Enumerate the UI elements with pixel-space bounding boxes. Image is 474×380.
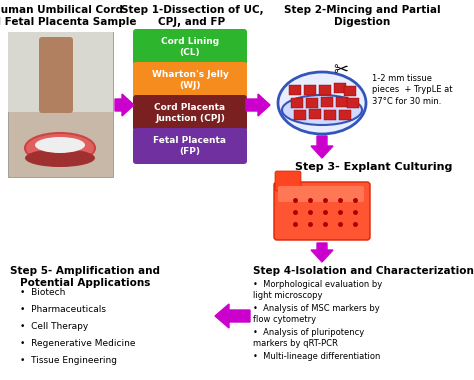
Text: •  Pharmaceuticals: • Pharmaceuticals xyxy=(20,305,106,314)
Polygon shape xyxy=(115,94,134,116)
FancyBboxPatch shape xyxy=(291,98,303,108)
Text: Step 3- Explant Culturing: Step 3- Explant Culturing xyxy=(295,162,452,172)
Text: •  Multi-lineage differentiation: • Multi-lineage differentiation xyxy=(253,352,380,361)
Ellipse shape xyxy=(25,133,95,163)
Ellipse shape xyxy=(278,72,366,134)
FancyBboxPatch shape xyxy=(274,182,370,240)
FancyBboxPatch shape xyxy=(324,110,336,120)
Text: Cord Placenta
Junction (CPJ): Cord Placenta Junction (CPJ) xyxy=(155,103,226,123)
Text: Step 5- Amplification and
Potential Applications: Step 5- Amplification and Potential Appl… xyxy=(10,266,160,288)
FancyBboxPatch shape xyxy=(275,171,301,191)
FancyBboxPatch shape xyxy=(133,62,247,98)
FancyBboxPatch shape xyxy=(321,97,333,107)
Text: •  Cell Therapy: • Cell Therapy xyxy=(20,322,88,331)
FancyBboxPatch shape xyxy=(133,128,247,164)
FancyBboxPatch shape xyxy=(347,98,359,108)
Text: •  Tissue Engineering: • Tissue Engineering xyxy=(20,356,117,365)
Ellipse shape xyxy=(25,149,95,167)
FancyBboxPatch shape xyxy=(304,85,316,95)
FancyBboxPatch shape xyxy=(8,32,113,112)
Text: •  Regenerative Medicine: • Regenerative Medicine xyxy=(20,339,136,348)
FancyBboxPatch shape xyxy=(334,83,346,93)
Ellipse shape xyxy=(35,137,85,153)
Text: •  Biotech: • Biotech xyxy=(20,288,65,297)
FancyBboxPatch shape xyxy=(336,97,348,107)
FancyBboxPatch shape xyxy=(309,109,321,119)
Text: Cord Lining
(CL): Cord Lining (CL) xyxy=(161,37,219,57)
FancyBboxPatch shape xyxy=(8,32,113,177)
Text: •  Analysis of pluripotency
markers by qRT-PCR: • Analysis of pluripotency markers by qR… xyxy=(253,328,364,348)
Text: Step 1-Dissection of UC,
CPJ, and FP: Step 1-Dissection of UC, CPJ, and FP xyxy=(121,5,264,27)
Polygon shape xyxy=(215,304,250,328)
Text: Human Umbilical Cord
and Fetal Placenta Sample: Human Umbilical Cord and Fetal Placenta … xyxy=(0,5,137,27)
FancyBboxPatch shape xyxy=(306,98,318,108)
Text: •  Analysis of MSC markers by
flow cytometry: • Analysis of MSC markers by flow cytome… xyxy=(253,304,380,324)
Ellipse shape xyxy=(282,95,362,125)
Polygon shape xyxy=(246,94,270,116)
Polygon shape xyxy=(311,136,333,158)
Text: Fetal Placenta
(FP): Fetal Placenta (FP) xyxy=(154,136,227,156)
FancyBboxPatch shape xyxy=(294,110,306,120)
FancyBboxPatch shape xyxy=(39,37,73,113)
FancyBboxPatch shape xyxy=(133,29,247,65)
Text: 1-2 mm tissue
pieces  + TrypLE at
37°C for 30 min.: 1-2 mm tissue pieces + TrypLE at 37°C fo… xyxy=(372,74,453,106)
Polygon shape xyxy=(311,243,333,262)
FancyBboxPatch shape xyxy=(344,86,356,96)
FancyBboxPatch shape xyxy=(319,85,331,95)
Text: Wharton's Jelly
(WJ): Wharton's Jelly (WJ) xyxy=(152,70,228,90)
FancyBboxPatch shape xyxy=(278,186,364,202)
Text: Step 2-Mincing and Partial
Digestion: Step 2-Mincing and Partial Digestion xyxy=(283,5,440,27)
Text: ✂: ✂ xyxy=(333,61,348,79)
FancyBboxPatch shape xyxy=(339,110,351,120)
FancyBboxPatch shape xyxy=(133,95,247,131)
Text: •  Morphological evaluation by
light microscopy: • Morphological evaluation by light micr… xyxy=(253,280,382,300)
Text: Step 4-Isolation and Characterization: Step 4-Isolation and Characterization xyxy=(253,266,474,276)
FancyBboxPatch shape xyxy=(289,85,301,95)
